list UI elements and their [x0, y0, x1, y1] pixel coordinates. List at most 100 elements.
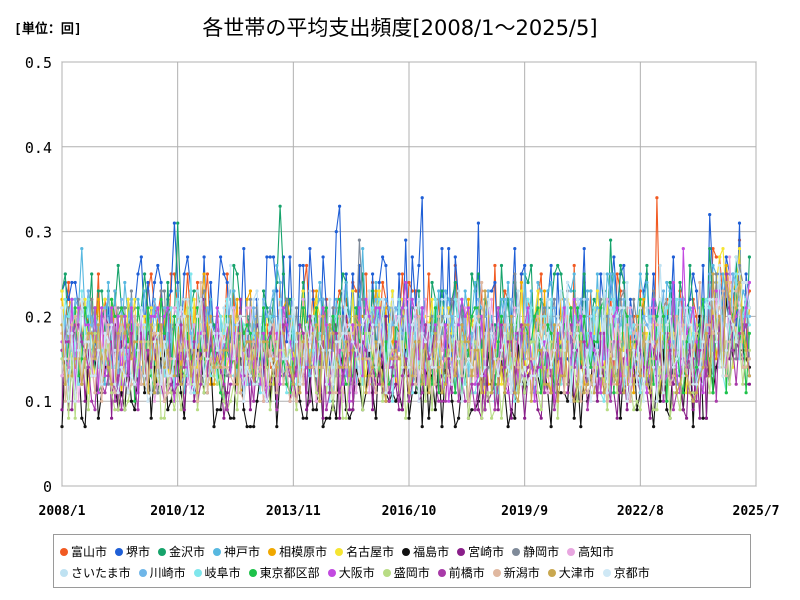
data-point: [394, 348, 398, 352]
data-point: [192, 289, 196, 293]
data-point: [599, 374, 603, 378]
data-point: [480, 374, 484, 378]
data-point: [718, 255, 722, 259]
data-point: [347, 399, 352, 403]
data-point: [60, 289, 64, 293]
data-point: [539, 289, 543, 293]
legend-item: 高知市: [567, 543, 614, 560]
data-point: [499, 263, 504, 268]
data-point: [291, 357, 295, 361]
data-point: [546, 348, 550, 352]
data-point: [291, 306, 295, 310]
data-point: [166, 391, 170, 395]
data-point: [575, 399, 580, 403]
data-point: [314, 297, 319, 301]
legend-marker-icon: [567, 547, 576, 556]
data-point: [747, 374, 752, 378]
data-point: [258, 365, 262, 369]
data-point: [338, 204, 342, 208]
data-point: [638, 391, 642, 395]
data-point: [480, 314, 484, 318]
data-point: [414, 382, 418, 386]
data-point: [602, 365, 606, 369]
data-point: [595, 348, 600, 352]
data-point: [447, 314, 451, 318]
data-point: [252, 297, 256, 301]
data-point: [209, 357, 213, 361]
data-point: [711, 263, 715, 268]
data-point: [225, 323, 229, 327]
data-point: [63, 382, 67, 386]
data-point: [321, 255, 325, 259]
data-point: [222, 416, 226, 420]
data-point: [476, 382, 480, 386]
data-point: [499, 365, 504, 369]
data-point: [605, 391, 609, 395]
data-point: [374, 391, 378, 395]
data-point: [635, 323, 639, 327]
data-point: [212, 331, 216, 335]
data-point: [238, 297, 243, 301]
data-point: [552, 306, 557, 310]
legend-marker-icon: [138, 568, 147, 577]
data-point: [324, 382, 328, 386]
data-point: [734, 357, 738, 361]
data-point: [605, 408, 609, 412]
data-point: [219, 255, 223, 259]
data-point: [291, 391, 295, 395]
data-point: [390, 289, 395, 293]
legend-item: 前橋市: [437, 564, 485, 581]
data-point: [179, 382, 183, 386]
data-point: [721, 247, 725, 251]
data-point: [615, 416, 619, 420]
data-point: [222, 331, 226, 335]
data-point: [129, 331, 133, 335]
data-point: [423, 399, 428, 403]
data-point: [371, 382, 375, 386]
data-point: [741, 365, 745, 369]
data-point: [93, 408, 97, 412]
data-point: [575, 357, 580, 361]
data-point: [575, 297, 580, 301]
data-point: [381, 399, 385, 403]
data-point: [328, 297, 332, 301]
data-point: [612, 297, 616, 301]
data-point: [103, 374, 107, 378]
data-point: [232, 289, 236, 293]
data-point: [298, 399, 302, 403]
data-point: [688, 382, 692, 386]
legend-item: 盛岡市: [382, 564, 430, 581]
data-point: [235, 408, 239, 412]
data-point: [476, 408, 480, 412]
data-point: [166, 348, 170, 352]
data-point: [347, 323, 352, 327]
data-point: [275, 357, 279, 361]
data-point: [714, 297, 718, 301]
data-point: [308, 399, 312, 403]
data-point: [149, 391, 153, 395]
legend-label: 東京都区部: [259, 566, 320, 580]
data-point: [381, 348, 385, 352]
data-point: [417, 314, 421, 318]
data-point: [579, 399, 583, 403]
data-point: [625, 323, 629, 327]
data-point: [460, 323, 464, 327]
data-point: [499, 382, 504, 386]
data-point: [625, 399, 629, 403]
data-point: [275, 408, 279, 412]
data-point: [384, 340, 388, 344]
data-point: [341, 272, 345, 276]
data-point: [328, 416, 332, 420]
data-point: [328, 348, 332, 352]
data-point: [407, 416, 411, 420]
data-point: [638, 272, 642, 276]
data-point: [595, 289, 600, 293]
data-point: [390, 323, 395, 327]
data-point: [119, 306, 124, 310]
data-point: [119, 297, 124, 301]
data-point: [172, 272, 176, 276]
data-point: [225, 348, 229, 352]
data-point: [143, 289, 147, 293]
data-point: [367, 348, 371, 352]
data-point: [652, 425, 656, 429]
